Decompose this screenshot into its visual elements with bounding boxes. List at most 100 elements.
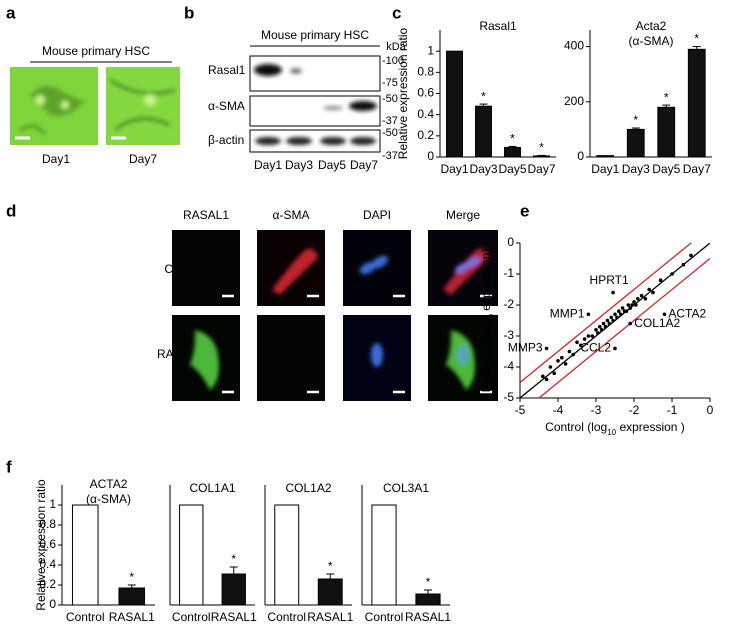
point-label: HPRT1 (590, 273, 629, 287)
x-tick-label: Control (66, 610, 105, 624)
bar (504, 146, 521, 158)
reference-line (537, 257, 710, 398)
point (626, 303, 631, 307)
axis-label: Control (log10 expression ) (545, 420, 685, 436)
chart-title: ACTA2 (90, 477, 128, 491)
y-tick-label: 0.2 (39, 577, 56, 591)
significance: * (481, 89, 486, 103)
y-tick-label: -2 (503, 297, 514, 311)
column-label: DAPI (363, 208, 391, 222)
bar (179, 504, 204, 606)
chart-title: Acta2 (636, 19, 667, 33)
blot (249, 95, 381, 127)
x-tick-label: Day1 (591, 162, 619, 176)
point (617, 309, 621, 314)
panel-d: RASAL1 α-SMA DAPI Merge Control RASAL1 (157, 208, 498, 401)
bands (254, 64, 377, 145)
panel-label: a (6, 3, 16, 22)
point (618, 312, 623, 317)
chart-title: Rasal1 (479, 19, 517, 33)
bar (274, 504, 300, 606)
point (594, 328, 598, 332)
panel-label: b (184, 3, 194, 22)
y-tick-label: 0 (427, 149, 434, 163)
point (586, 334, 591, 338)
bar (446, 50, 463, 158)
point (628, 306, 632, 310)
point (632, 300, 636, 304)
y-tick-label: 400 (564, 39, 584, 53)
lane-label: Day3 (285, 158, 313, 172)
panel-label: c (392, 3, 401, 22)
point-label: COL1A2 (634, 316, 680, 330)
point (601, 321, 606, 326)
bar (687, 48, 706, 158)
chart-title: COL1A2 (285, 481, 331, 495)
labeled-point (544, 346, 549, 351)
micrographs (172, 230, 498, 401)
row-label: β-actin (208, 133, 244, 147)
column-label: RASAL1 (183, 208, 229, 222)
x-tick-label: Day3 (469, 162, 497, 176)
point (630, 303, 634, 307)
x-tick-label: RASAL1 (211, 610, 257, 624)
point (579, 343, 583, 348)
point (563, 362, 568, 366)
column-label: α-SMA (273, 208, 310, 222)
x-tick-label: -1 (667, 403, 678, 417)
significance: * (510, 132, 515, 146)
labeled-point (613, 346, 617, 351)
x-tick-label: Day5 (498, 162, 526, 176)
chart-title: (α-SMA) (86, 492, 131, 506)
point (634, 303, 638, 307)
bar (118, 587, 146, 606)
lane-label: Day1 (254, 158, 282, 172)
panel-a: Mouse primary HSC Day1 Day7 (10, 44, 180, 166)
x-tick-label: Day7 (527, 162, 555, 176)
panel-label: f (6, 457, 12, 476)
image-label: Day7 (129, 152, 157, 166)
marker: -37 (382, 150, 398, 162)
point (681, 262, 686, 267)
cells (109, 78, 176, 132)
chart-title: COL3A1 (383, 481, 429, 495)
marker: -50 (382, 127, 398, 139)
axis-label-part: expression ) (616, 420, 685, 434)
point (613, 312, 617, 317)
marker: -100 (382, 55, 404, 67)
y-tick-label: -1 (503, 266, 514, 280)
point (620, 306, 625, 310)
bar (71, 504, 99, 606)
y-tick-label: 0.6 (417, 86, 434, 100)
y-tick-label: -4 (503, 359, 514, 373)
y-tick-label: -5 (503, 390, 514, 404)
y-tick-label: 1 (427, 43, 434, 57)
bar (221, 573, 246, 606)
point (605, 318, 610, 323)
point (607, 321, 612, 326)
point (590, 334, 594, 338)
x-tick-label: Day3 (622, 162, 650, 176)
point (603, 324, 608, 329)
row-label: α-SMA (208, 99, 245, 113)
bar (657, 106, 676, 158)
panel-label: d (6, 201, 16, 220)
point (596, 331, 600, 335)
axis-label-sub: 10 (487, 314, 496, 323)
marker: -37 (382, 115, 398, 127)
y-tick-label: 0 (577, 149, 584, 163)
point-label: CCL2 (580, 341, 611, 355)
point (556, 359, 560, 363)
blot (249, 129, 381, 153)
marker: -50 (382, 93, 398, 105)
chart-title: (α-SMA) (629, 34, 674, 48)
x-tick-label: -4 (553, 403, 564, 417)
point (611, 318, 615, 323)
bar (415, 593, 441, 606)
point (651, 290, 655, 295)
point (647, 287, 651, 292)
bar (317, 578, 343, 606)
point (615, 315, 619, 320)
reference-lines (520, 243, 710, 398)
x-tick-label: -5 (515, 403, 526, 417)
